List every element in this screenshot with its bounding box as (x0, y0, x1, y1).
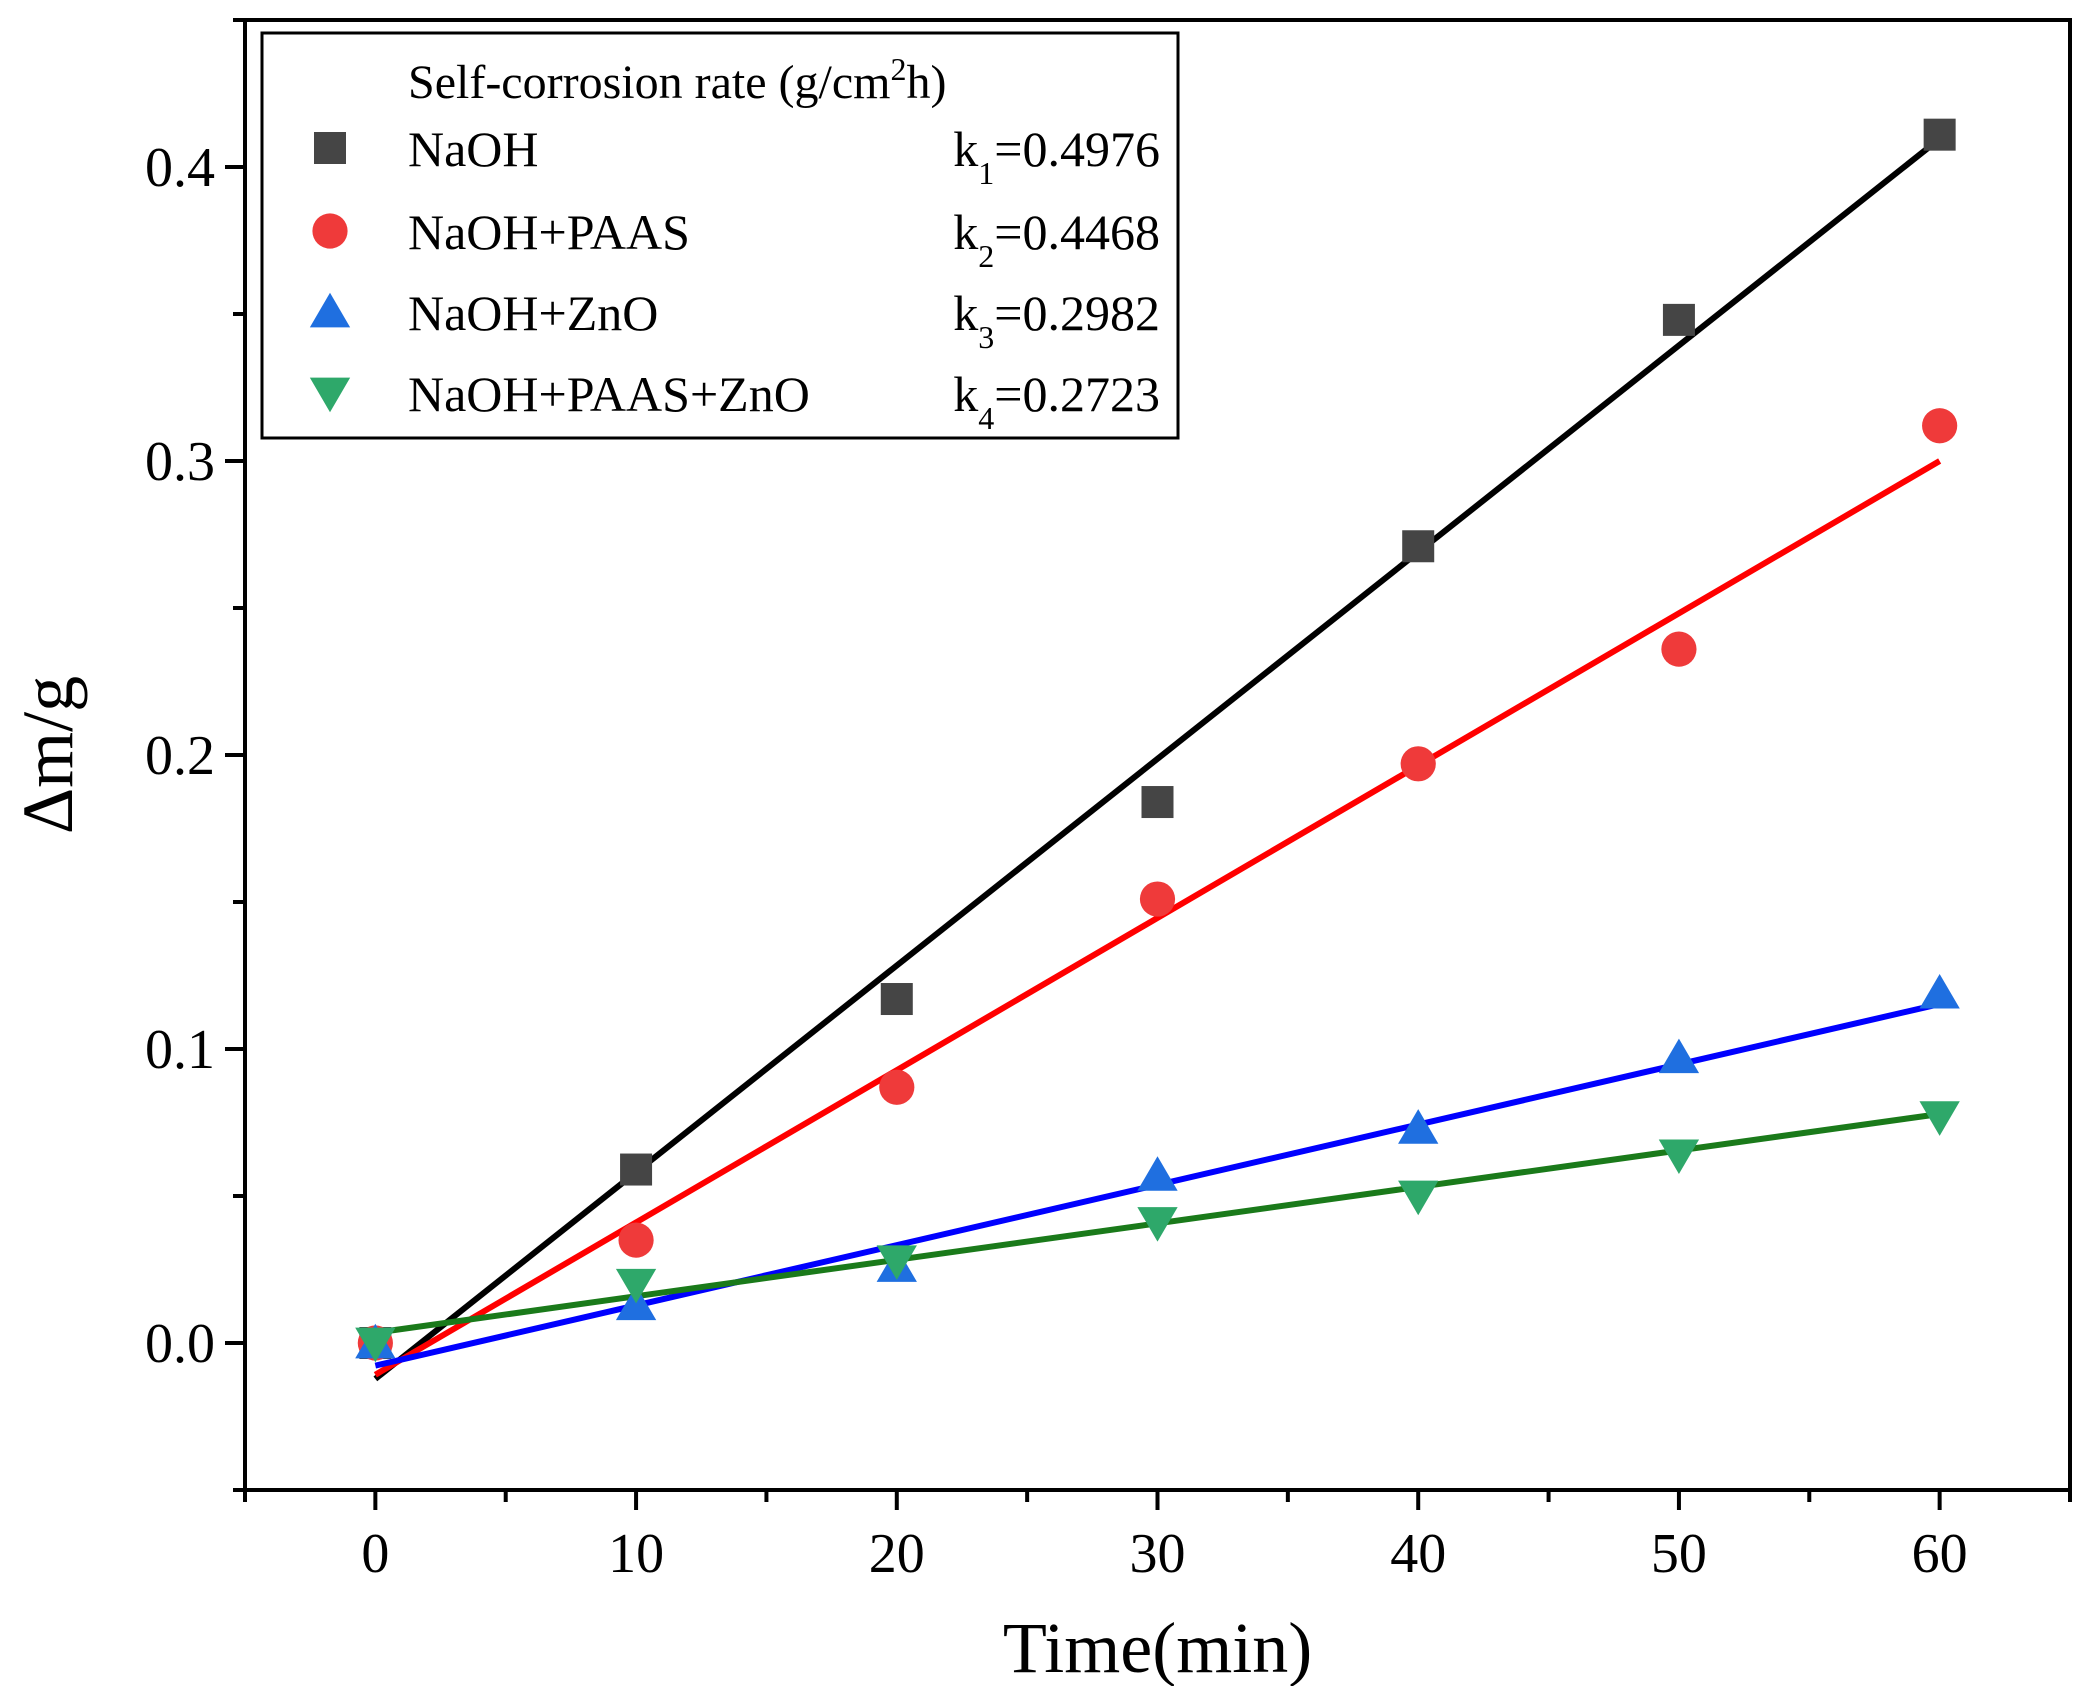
legend-marker (309, 377, 351, 413)
data-point-naoh (1923, 118, 1956, 151)
data-point-naoh (620, 1153, 653, 1186)
data-point-naoh-paas (879, 1069, 915, 1105)
data-point-naoh-paas (1139, 881, 1176, 917)
y-tick-label: 0.4 (145, 137, 215, 199)
data-point-naoh (1141, 786, 1174, 819)
y-tick-label: 0.1 (145, 1019, 215, 1081)
data-point-naoh-paas-zno (355, 1327, 396, 1363)
legend-k-value: k3=0.2982 (953, 285, 1160, 355)
data-point-naoh-paas (1400, 746, 1436, 782)
data-point-naoh-zno (1919, 973, 1960, 1009)
data-point-naoh-paas-zno (1137, 1207, 1178, 1242)
data-point-naoh-zno (1398, 1109, 1439, 1144)
legend-marker (314, 132, 346, 164)
x-tick-label: 10 (608, 1523, 664, 1585)
legend-marker (312, 213, 348, 249)
x-axis-title: Time(min) (1003, 1608, 1312, 1686)
x-tick-label: 0 (361, 1523, 389, 1585)
data-point-naoh-zno (1658, 1038, 1700, 1074)
legend-marker (309, 292, 351, 328)
y-axis-title: Δm/g (8, 676, 88, 834)
data-point-naoh-paas-zno (876, 1245, 917, 1280)
data-point-naoh (1662, 303, 1695, 336)
x-tick-label: 50 (1651, 1523, 1707, 1585)
legend-k-value: k2=0.4468 (953, 204, 1160, 274)
data-point-naoh (880, 983, 913, 1016)
legend-label: NaOH (408, 121, 539, 177)
legend-label: NaOH+PAAS+ZnO (408, 366, 810, 422)
data-point-naoh-paas (1661, 631, 1697, 667)
legend-label: NaOH+PAAS (408, 204, 690, 260)
data-point-naoh-paas (1922, 408, 1958, 444)
legend-title: Self-corrosion rate (g/cm2h) (408, 51, 946, 109)
data-point-naoh (1402, 530, 1435, 563)
x-tick-label: 40 (1390, 1523, 1446, 1585)
data-point-naoh-paas-zno (1398, 1180, 1439, 1216)
x-tick-label: 20 (869, 1523, 925, 1585)
legend-k-value: k4=0.2723 (953, 366, 1160, 436)
y-tick-label: 0.0 (145, 1313, 215, 1375)
legend-label: NaOH+ZnO (408, 285, 658, 341)
data-point-naoh-paas-zno (615, 1268, 657, 1304)
legend-box (260, 31, 1180, 440)
x-tick-label: 30 (1130, 1523, 1186, 1585)
y-tick-label: 0.3 (145, 431, 215, 493)
data-point-naoh-zno (1137, 1156, 1178, 1191)
x-tick-label: 60 (1912, 1523, 1968, 1585)
data-point-naoh-paas-zno (1658, 1139, 1700, 1175)
y-tick-label: 0.2 (145, 725, 215, 787)
fit-line-naoh-paas (373, 458, 1942, 1378)
data-point-naoh-paas (618, 1222, 654, 1258)
data-point-naoh-paas-zno (1919, 1101, 1960, 1136)
legend-k-value: k1=0.4976 (953, 121, 1160, 191)
